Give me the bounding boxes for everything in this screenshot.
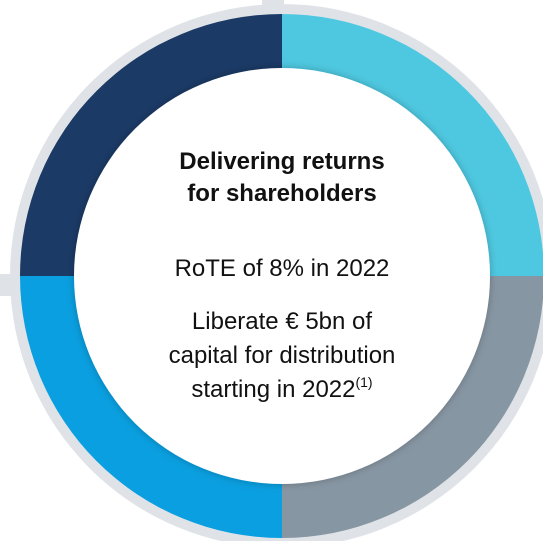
item-text: starting in 2022 [191,376,355,403]
item-text: capital for distribution [169,342,396,369]
title-line: for shareholders [187,180,376,207]
item-text: starting in 2022(1) [191,374,372,403]
footnote-ref: (1) [355,374,372,390]
item-text: RoTE of 8% in 2022 [175,255,390,282]
title-line: Delivering returns [179,148,384,175]
inner-circle [74,68,490,484]
item-text: Liberate € 5bn of [192,308,372,335]
